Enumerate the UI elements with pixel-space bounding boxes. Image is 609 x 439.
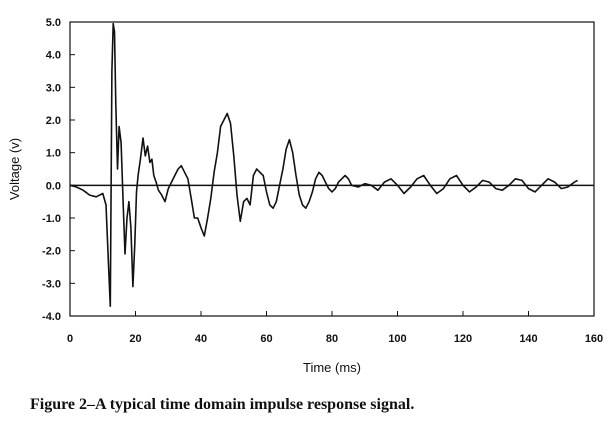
x-tick-label: 0: [67, 333, 73, 345]
x-tick-label: 60: [260, 333, 272, 345]
y-tick-label: 4.0: [46, 50, 61, 62]
x-tick-label: 100: [388, 333, 406, 345]
y-tick-label: 2.0: [46, 115, 61, 127]
x-tick-label: 120: [454, 333, 472, 345]
x-tick-label: 140: [519, 333, 537, 345]
x-axis-title: Time (ms): [303, 360, 361, 375]
x-tick-label: 80: [326, 333, 338, 345]
y-tick-label: 5.0: [46, 17, 61, 29]
y-tick-label: -2.0: [42, 246, 61, 258]
x-tick-label: 160: [585, 333, 603, 345]
plot-area: [69, 21, 595, 317]
y-tick-label: 3.0: [46, 82, 61, 94]
y-axis-title: Voltage (v): [7, 138, 22, 200]
y-tick-label: -4.0: [42, 311, 61, 323]
axis-ticks: 0 20 40 60 80 100 120 140 160 5.0 4.0 3.0 2.0 1.0 0.0 -…: [42, 17, 603, 345]
y-tick-label: 0.0: [46, 180, 61, 192]
y-tick-label: 1.0: [46, 148, 61, 160]
figure-caption: Figure 2–A typical time domain impulse r…: [30, 396, 415, 413]
signal-series-line: [69, 22, 578, 307]
x-tick-label: 40: [195, 333, 207, 345]
y-tick-label: -3.0: [42, 278, 61, 290]
x-tick-label: 20: [129, 333, 141, 345]
y-tick-label: -1.0: [42, 213, 61, 225]
